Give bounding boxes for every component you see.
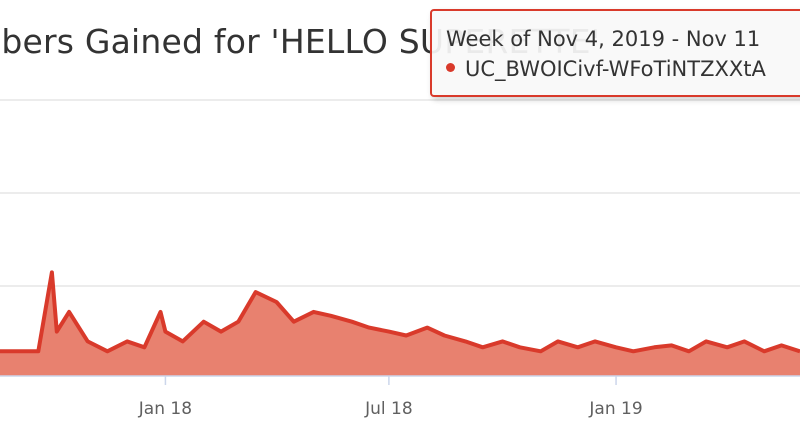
chart-tooltip: Week of Nov 4, 2019 - Nov 11 UC_BWOICivf…	[430, 9, 800, 97]
x-tick-label: Jan 19	[588, 399, 642, 419]
series-line	[0, 270, 800, 354]
x-axis-ticks: Jan 18 Jul 18 Jan 19	[138, 376, 643, 419]
tooltip-header: Week of Nov 4, 2019 - Nov 11	[446, 27, 761, 51]
gridlines	[0, 99, 800, 287]
series-marker-dot	[446, 62, 455, 72]
x-tick-label: Jan 18	[138, 399, 192, 419]
x-tick-label: Jul 18	[364, 399, 413, 419]
tooltip-series-row: UC_BWOICivf-WFoTiNTZXXtA	[446, 57, 800, 81]
series-area	[0, 272, 800, 376]
tooltip-series-label: UC_BWOICivf-WFoTiNTZXXtA	[465, 57, 766, 81]
